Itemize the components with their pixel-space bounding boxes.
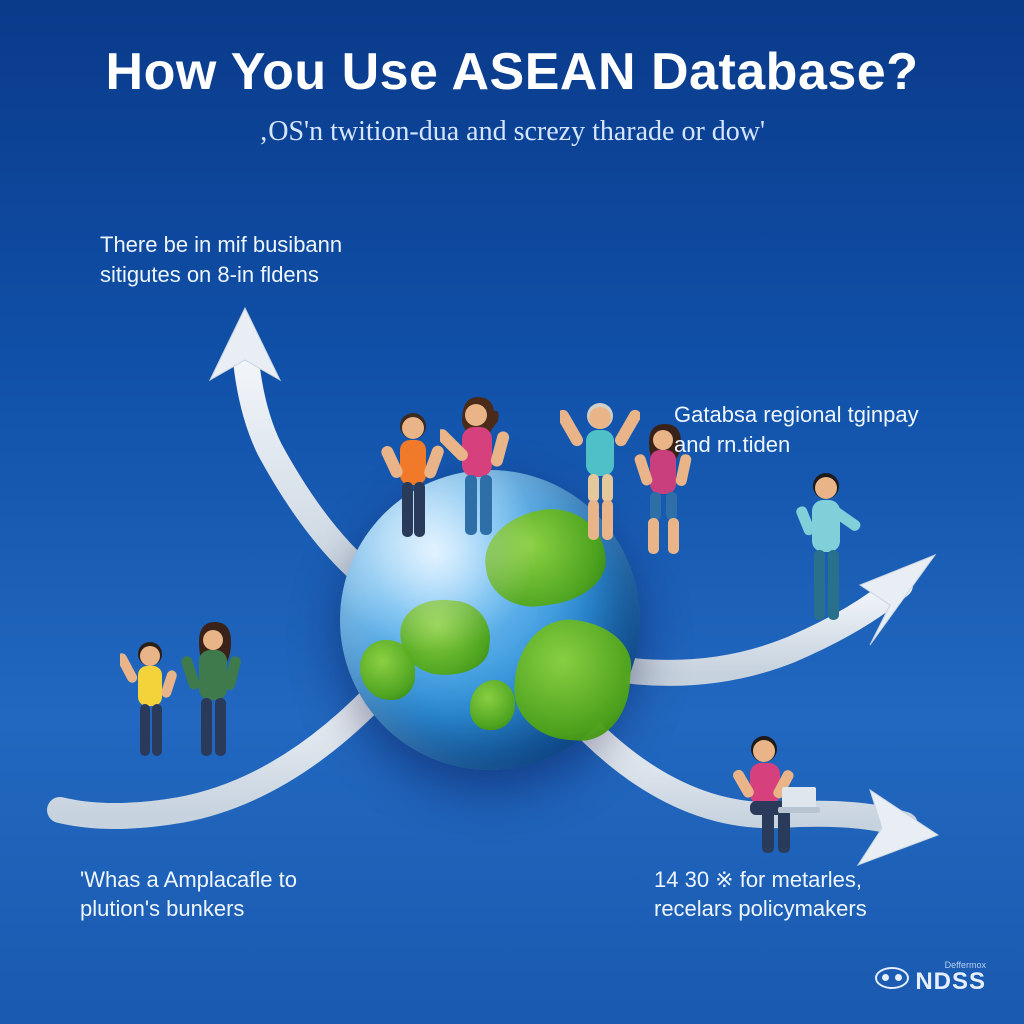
caption-top-left: There be in mif busibann sitigutes on 8-… xyxy=(100,230,360,289)
person-icon xyxy=(560,400,640,550)
brand-logo: Deffermox NDSS xyxy=(875,960,986,996)
person-icon xyxy=(720,735,830,865)
person-icon xyxy=(175,620,247,770)
person-icon xyxy=(378,410,448,550)
logo-mark-icon xyxy=(875,967,909,989)
person-icon xyxy=(440,395,518,550)
person-icon xyxy=(120,640,182,768)
logo-text: NDSS xyxy=(915,968,986,995)
page-subtitle: ‚OS'n twition-dua and screzy tharade or … xyxy=(0,116,1024,148)
page-title: How You Use ASEAN Database? xyxy=(0,0,1024,102)
person-icon xyxy=(790,470,862,640)
caption-bottom-right: 14 30 ※ for metarles, recelars policymak… xyxy=(654,865,914,924)
caption-top-right: Gatabsa regional tginpay and rn.tiden xyxy=(674,400,934,459)
caption-bottom-left: 'Whas a Amplacafle to plution's bunkers xyxy=(80,865,340,924)
